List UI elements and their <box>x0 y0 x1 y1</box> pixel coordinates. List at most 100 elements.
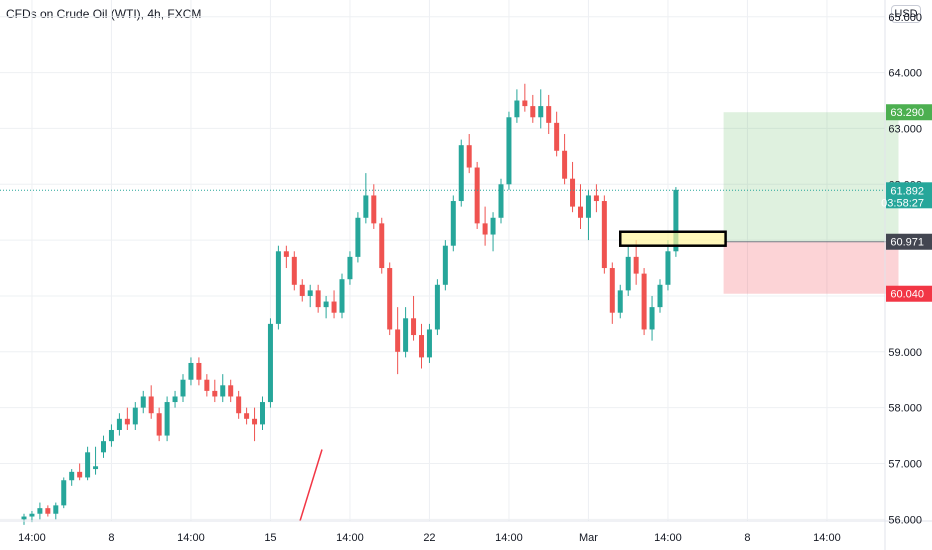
candle-body <box>633 256 639 274</box>
candle-body <box>355 217 361 257</box>
candle-body <box>442 245 448 285</box>
currency-button[interactable]: USD <box>891 5 921 23</box>
x-tick-label: 8 <box>108 532 114 544</box>
entry-price-label: 60.971 <box>890 237 924 249</box>
candle-body <box>474 167 480 224</box>
grid-layer <box>0 0 885 521</box>
position-zones <box>723 112 899 294</box>
candle-body <box>514 100 520 118</box>
candle-body <box>307 290 313 296</box>
candle-body <box>625 256 631 291</box>
candle-body <box>85 452 91 478</box>
target-price-label: 63.290 <box>890 107 924 119</box>
candle-body <box>283 251 289 257</box>
x-tick-label: 14:00 <box>495 532 523 544</box>
candle-body <box>665 251 671 285</box>
candle-body <box>506 117 512 185</box>
y-tick-label: 58.000 <box>888 403 922 415</box>
candle-body <box>267 323 273 403</box>
y-tick-label: 56.000 <box>888 514 922 526</box>
candle-body <box>124 418 130 425</box>
candle-body <box>641 273 647 330</box>
candle-body <box>101 441 106 453</box>
candle-body <box>61 480 67 506</box>
candle-body <box>434 284 440 330</box>
time-axis: 14:00 8 14:00 15 14:00 22 14:00 Mar 14:00 8 14:00 <box>18 532 841 544</box>
chart-title: CFDs on Crude Oil (WTI), 4h, FXCM <box>6 7 202 21</box>
last-price-label: 61.892 <box>890 185 924 197</box>
candle-body <box>331 301 337 313</box>
x-tick-label: 14:00 <box>336 532 364 544</box>
candle-body <box>236 396 242 414</box>
candle-body <box>244 413 250 419</box>
candle-body <box>522 100 528 107</box>
target-price-label-bg <box>886 104 932 121</box>
candle-body <box>140 396 146 408</box>
candle-body <box>45 508 51 514</box>
candle-body <box>69 471 75 481</box>
candles <box>21 83 679 525</box>
candle-body <box>164 402 170 436</box>
candle-body <box>188 362 194 380</box>
candle-body <box>116 418 122 430</box>
candle-body <box>570 178 576 207</box>
x-tick-label: 14:00 <box>654 532 682 544</box>
candle-body <box>379 223 385 269</box>
candle-body <box>673 189 679 252</box>
candle-body <box>347 256 353 280</box>
x-tick-label: Mar <box>579 532 598 544</box>
candle-body <box>585 195 591 218</box>
candle-body <box>617 290 623 313</box>
highlight-box <box>619 230 727 247</box>
candle-body <box>53 505 59 514</box>
candle-body <box>593 195 599 202</box>
x-tick-label: 14:00 <box>18 532 46 544</box>
x-tick-label: 22 <box>423 532 435 544</box>
candle-body <box>148 396 154 414</box>
candle-body <box>228 385 234 397</box>
candle-body <box>156 413 162 436</box>
entry-price-label-bg <box>886 233 932 250</box>
candle-body <box>482 223 488 235</box>
candle-body <box>554 122 560 151</box>
candle-body <box>204 379 210 391</box>
candle-body <box>530 106 536 118</box>
candle-body <box>339 279 345 313</box>
candle-body <box>29 513 35 517</box>
y-tick-label: 57.000 <box>888 458 922 470</box>
candle-body <box>466 145 472 168</box>
candle-body <box>180 379 186 397</box>
candle-body <box>387 268 393 330</box>
candle-body <box>498 184 504 218</box>
candle-body <box>538 106 544 118</box>
candle-body <box>37 508 43 514</box>
stop-price-label: 60.040 <box>890 289 924 301</box>
candle-body <box>609 268 615 313</box>
candle-body <box>490 217 496 235</box>
candle-body <box>291 256 297 285</box>
candle-body <box>93 466 99 470</box>
candle-body <box>275 251 281 324</box>
candle-body <box>601 201 607 269</box>
candle-body <box>395 329 401 352</box>
candle-body <box>649 307 655 330</box>
y-tick-label: 59.000 <box>888 347 922 359</box>
candle-body <box>562 150 568 179</box>
candle-body <box>450 201 456 246</box>
trend-line <box>299 449 323 522</box>
candle-body <box>458 145 464 202</box>
x-tick-label: 15 <box>264 532 276 544</box>
candle-body <box>323 301 329 308</box>
candle-body <box>108 429 114 442</box>
candle-body <box>172 396 178 403</box>
candle-body <box>657 284 663 308</box>
candle-body <box>196 362 202 380</box>
candle-body <box>299 284 305 296</box>
y-tick-label: 64.000 <box>888 68 922 80</box>
candle-body <box>260 402 265 425</box>
profit-zone <box>723 112 899 242</box>
candle-body <box>132 407 138 425</box>
loss-zone <box>723 241 899 294</box>
